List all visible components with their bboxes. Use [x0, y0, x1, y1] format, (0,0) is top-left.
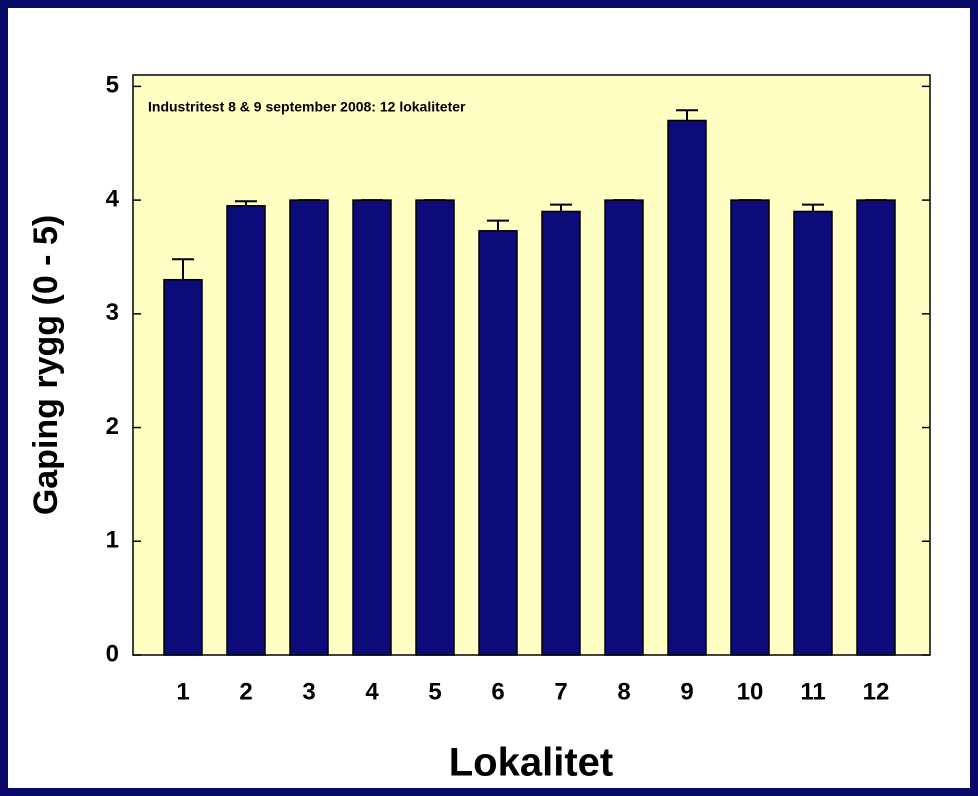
- x-tick-label: 5: [428, 678, 441, 705]
- bar: [667, 119, 707, 656]
- x-tick-label: 8: [617, 678, 630, 705]
- y-tick-label: 2: [106, 413, 119, 440]
- bar: [352, 199, 392, 656]
- bar: [730, 199, 770, 656]
- y-tick-label: 3: [106, 299, 119, 326]
- x-tick-label: 11: [800, 678, 825, 705]
- y-tick-label: 4: [106, 185, 120, 212]
- y-tick-label: 0: [106, 640, 119, 667]
- bar: [478, 230, 518, 656]
- bar: [289, 199, 329, 656]
- x-tick-label: 4: [365, 678, 379, 705]
- y-axis-label: Gaping rygg (0 - 5): [27, 215, 65, 515]
- x-axis-label: Lokalitet: [449, 741, 613, 785]
- x-tick-label: 6: [491, 678, 504, 705]
- bar: [226, 205, 266, 656]
- bar: [793, 210, 833, 656]
- bar: [541, 210, 581, 656]
- bar: [604, 199, 644, 656]
- bar: [163, 278, 203, 656]
- x-tick-label: 10: [737, 678, 764, 705]
- x-tick-label: 2: [239, 678, 252, 705]
- x-tick-label: 3: [302, 678, 315, 705]
- y-tick-label: 1: [106, 527, 119, 554]
- x-tick-label: 9: [680, 678, 693, 705]
- x-tick-label: 7: [554, 678, 567, 705]
- x-tick-label: 1: [176, 678, 189, 705]
- x-tick-label: 12: [863, 678, 890, 705]
- annotation: Industritest 8 & 9 september 2008: 12 lo…: [148, 99, 466, 115]
- y-tick-label: 5: [106, 72, 119, 99]
- bar: [856, 199, 896, 656]
- bar: [415, 199, 455, 656]
